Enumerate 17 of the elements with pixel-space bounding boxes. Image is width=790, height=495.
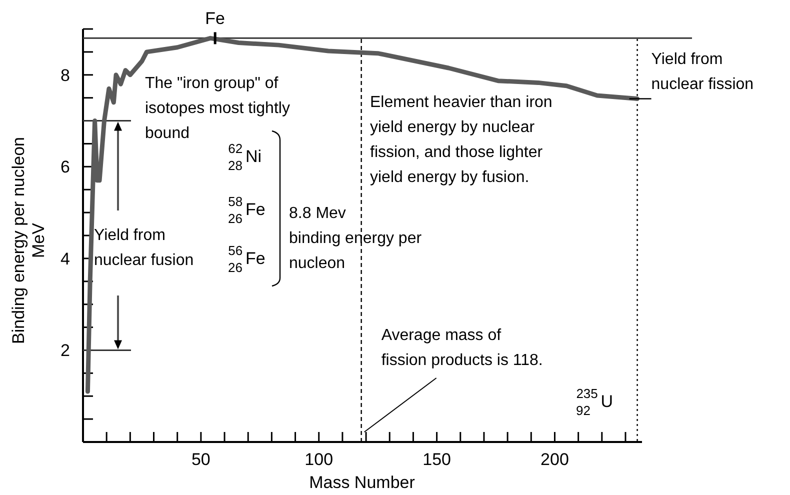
annotation: Yield from nuclear fusion [94, 227, 194, 269]
ref-line-label: Average mass of fission products is 118. [381, 327, 543, 369]
y-tick-label: 6 [60, 158, 70, 177]
annotation: Fe [205, 9, 226, 28]
annotation: The "iron group" of isotopes most tightly bound [145, 75, 290, 142]
annotation: 8.8 Mev binding energy per nucleon [289, 205, 422, 272]
y-tick-label: 2 [60, 341, 70, 360]
annotation: Yield from nuclear fission [651, 50, 754, 93]
y-axis-title: Binding energy per nucleon MeV [9, 137, 48, 344]
x-tick-label: 50 [191, 450, 210, 469]
x-axis-title: Mass Number [309, 473, 416, 492]
x-tick-label: 150 [422, 450, 451, 469]
y-tick-label: 8 [60, 66, 70, 85]
annotation: Element heavier than iron yield energy by nuclear fission, and those lighter yield energy by fusion. [370, 94, 552, 186]
x-tick-label: 200 [540, 450, 569, 469]
x-tick-label: 100 [304, 450, 334, 469]
y-tick-label: 4 [60, 249, 70, 268]
